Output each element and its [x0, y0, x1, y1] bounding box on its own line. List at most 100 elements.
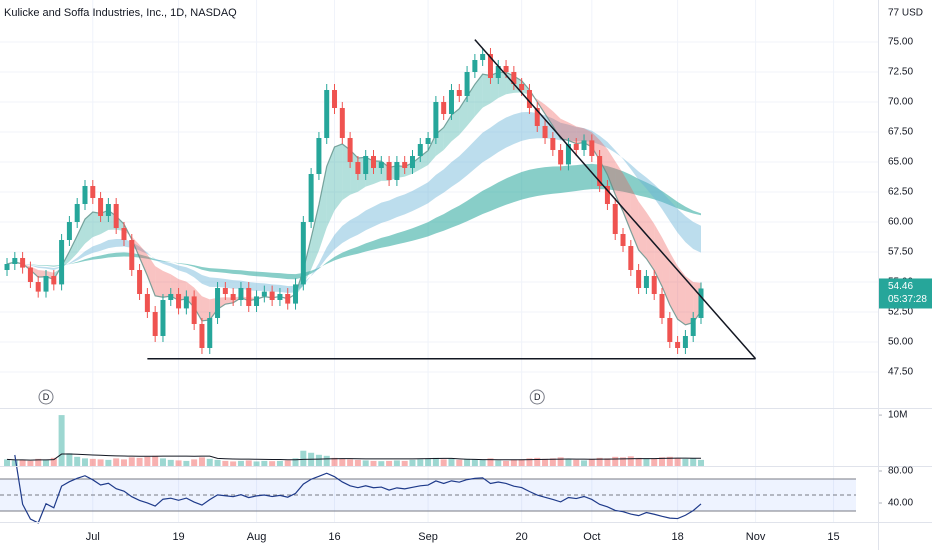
ema-ribbon — [599, 139, 608, 175]
ema-ribbon — [194, 287, 202, 321]
candle-body — [105, 204, 111, 216]
x-tick-label: Jul — [86, 531, 100, 543]
candle-body — [254, 296, 260, 306]
ema-ribbon — [155, 266, 163, 298]
currency-label: 77 USD — [888, 8, 923, 19]
volume-bar — [370, 460, 377, 466]
volume-bar — [167, 459, 174, 466]
ema-ribbon — [38, 269, 47, 278]
chart-title: Kulicke and Soffa Industries, Inc., 1D, … — [4, 7, 237, 19]
volume-bar — [503, 460, 510, 466]
volume-bar — [666, 456, 673, 466]
volume-bar — [604, 458, 611, 466]
volume-bar — [697, 459, 704, 466]
volume-bar — [510, 459, 517, 466]
y-tick-label: 50.00 — [888, 337, 913, 348]
ema-ribbon — [623, 173, 631, 232]
x-tick-label: Oct — [583, 531, 600, 543]
ema-ribbon — [568, 122, 577, 144]
ema-ribbon — [326, 146, 335, 228]
volume-bar — [237, 460, 244, 466]
volume-bar — [253, 461, 260, 466]
ema-ribbon — [560, 118, 569, 141]
candle-body — [277, 294, 283, 300]
volume-bar — [144, 456, 151, 466]
candle-body — [597, 156, 603, 186]
volume-bar — [315, 454, 322, 466]
volume-bar — [11, 460, 18, 466]
candle-body — [511, 72, 517, 84]
ema-ribbon — [545, 104, 553, 126]
candle-body — [495, 66, 501, 78]
volume-bar — [479, 459, 486, 466]
volume-bar — [487, 458, 494, 466]
ema-ribbon — [7, 163, 701, 280]
volume-bar — [136, 457, 143, 466]
volume-bar — [417, 459, 424, 466]
candle-body — [35, 282, 41, 292]
candle-body — [316, 138, 322, 174]
ema-ribbon — [685, 275, 694, 325]
volume-bar — [690, 458, 697, 466]
candle-body — [371, 156, 377, 168]
volume-bar — [105, 459, 112, 466]
candle-body — [636, 270, 642, 288]
x-tick-label: 20 — [516, 531, 528, 543]
y-tick-label: 72.50 — [888, 67, 913, 78]
volume-bar — [292, 458, 299, 466]
volume-bar — [276, 460, 283, 466]
ema-ribbon — [201, 296, 210, 321]
candle-body — [20, 258, 26, 268]
candle-body — [667, 318, 673, 342]
candle-body — [355, 162, 361, 174]
candle-body — [425, 138, 431, 144]
candle-body — [113, 204, 119, 228]
candle-body — [300, 222, 306, 285]
candle-body — [363, 156, 369, 174]
ema-ribbon — [677, 265, 686, 325]
candle-body — [682, 336, 688, 348]
ema-ribbon — [615, 161, 624, 212]
candle-body — [222, 288, 228, 294]
volume-bar — [323, 455, 330, 466]
volume-bar — [542, 458, 549, 466]
ema-ribbon — [443, 115, 452, 150]
candle-body — [12, 258, 18, 264]
volume-bar — [674, 457, 681, 466]
candle-body — [137, 270, 143, 294]
candle-body — [293, 284, 299, 304]
ema-ribbon — [576, 126, 585, 144]
candle-body — [402, 162, 408, 168]
y-tick-label: 62.50 — [888, 187, 913, 198]
candle-body — [612, 204, 618, 234]
volume-bar — [245, 460, 252, 466]
candle-body — [160, 300, 166, 336]
volume-bar — [557, 457, 564, 466]
ema-ribbon — [77, 219, 85, 254]
candle-body — [324, 90, 330, 138]
volume-bar — [464, 458, 471, 466]
candle-body — [480, 54, 486, 60]
price-tag-label: 54.46 — [888, 281, 913, 292]
candle-body — [261, 291, 267, 297]
candle-body — [456, 90, 462, 96]
candle-body — [43, 276, 49, 292]
candle-body — [542, 126, 548, 138]
ema-ribbon — [498, 72, 507, 99]
event-label: D — [534, 392, 541, 402]
volume-bar — [448, 458, 455, 466]
candle-body — [409, 156, 415, 168]
volume-ma — [6, 453, 701, 461]
ema-ribbon — [69, 235, 78, 262]
candle-body — [285, 294, 291, 304]
candle-body — [464, 72, 470, 96]
volume-bar — [425, 458, 432, 466]
candle-body — [74, 204, 80, 222]
volume-bar — [191, 459, 198, 466]
volume-bar — [175, 460, 182, 466]
x-tick-label: Sep — [418, 531, 438, 543]
candle-body — [690, 318, 696, 336]
ema-ribbon — [318, 166, 327, 251]
volume-bar — [4, 459, 11, 466]
volume-bar — [612, 456, 619, 466]
